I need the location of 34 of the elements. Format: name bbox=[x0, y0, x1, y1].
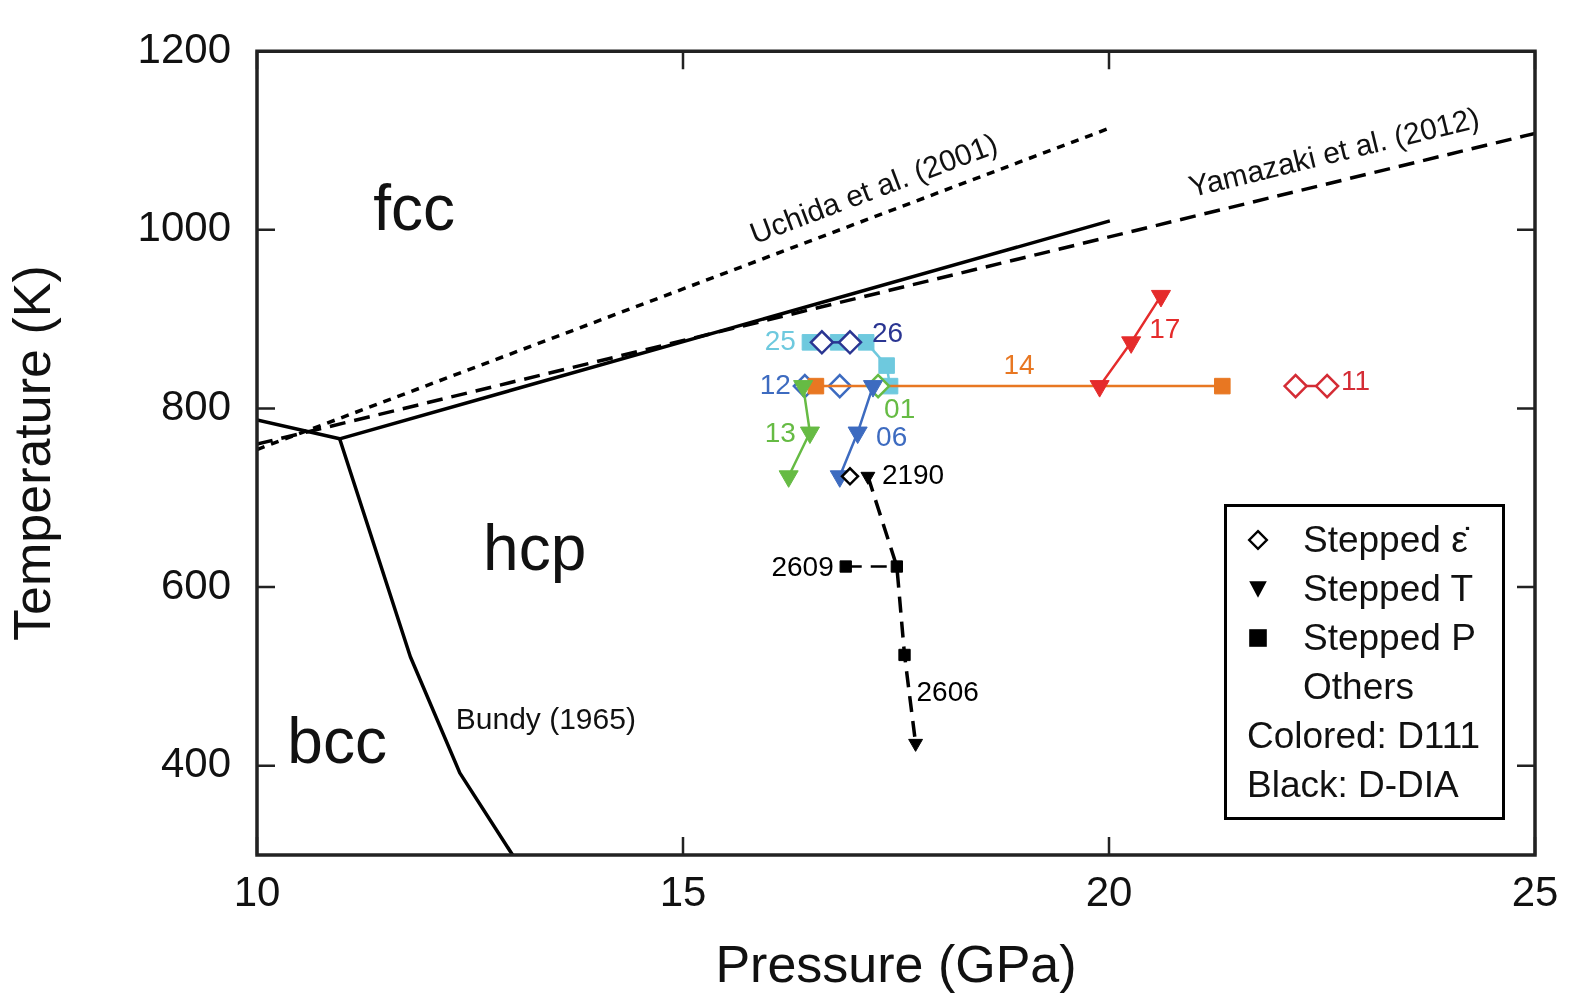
x-tick-label: 20 bbox=[1085, 867, 1133, 915]
annotation: Black: D-DIA bbox=[1247, 763, 1459, 807]
x-tick-label: 25 bbox=[1511, 867, 1559, 915]
y-tick-label: 1200 bbox=[137, 24, 231, 72]
annotation: Stepped ε̇ bbox=[1303, 518, 1468, 562]
series-label: 06 bbox=[876, 421, 908, 453]
series-label: 12 bbox=[759, 368, 791, 400]
y-tick-label: 1000 bbox=[137, 203, 231, 251]
annotation: fcc bbox=[373, 171, 456, 244]
annotation: bcc bbox=[287, 705, 387, 778]
y-tick-label: 600 bbox=[160, 560, 231, 608]
annotation: Stepped T bbox=[1303, 567, 1474, 611]
y-tick-label: 800 bbox=[160, 382, 231, 430]
annotation: Stepped P bbox=[1303, 616, 1476, 660]
x-axis-title: Pressure (GPa) bbox=[715, 935, 1077, 994]
series-label: 2606 bbox=[916, 675, 979, 707]
series-label: 2190 bbox=[881, 459, 945, 491]
series-label: 11 bbox=[1341, 364, 1371, 396]
series-label: 01 bbox=[884, 392, 916, 424]
series-label: 2609 bbox=[771, 551, 834, 583]
y-axis-title: Temperature (K) bbox=[2, 265, 61, 641]
series-label: 26 bbox=[871, 317, 904, 349]
x-tick-label: 15 bbox=[659, 867, 707, 915]
x-tick-label: 10 bbox=[233, 867, 281, 915]
annotation: Colored: D111 bbox=[1247, 714, 1481, 758]
series-label: 25 bbox=[764, 325, 796, 357]
annotation: Others bbox=[1303, 665, 1415, 709]
annotation: hcp bbox=[483, 512, 587, 585]
annotation: Yamazaki et al. (2012) bbox=[1185, 100, 1483, 204]
annotation: Bundy (1965) bbox=[455, 702, 636, 736]
series-label: 17 bbox=[1149, 313, 1181, 345]
series-label: 13 bbox=[764, 417, 796, 449]
series-label: 14 bbox=[1003, 348, 1035, 380]
y-tick-label: 400 bbox=[160, 739, 231, 787]
